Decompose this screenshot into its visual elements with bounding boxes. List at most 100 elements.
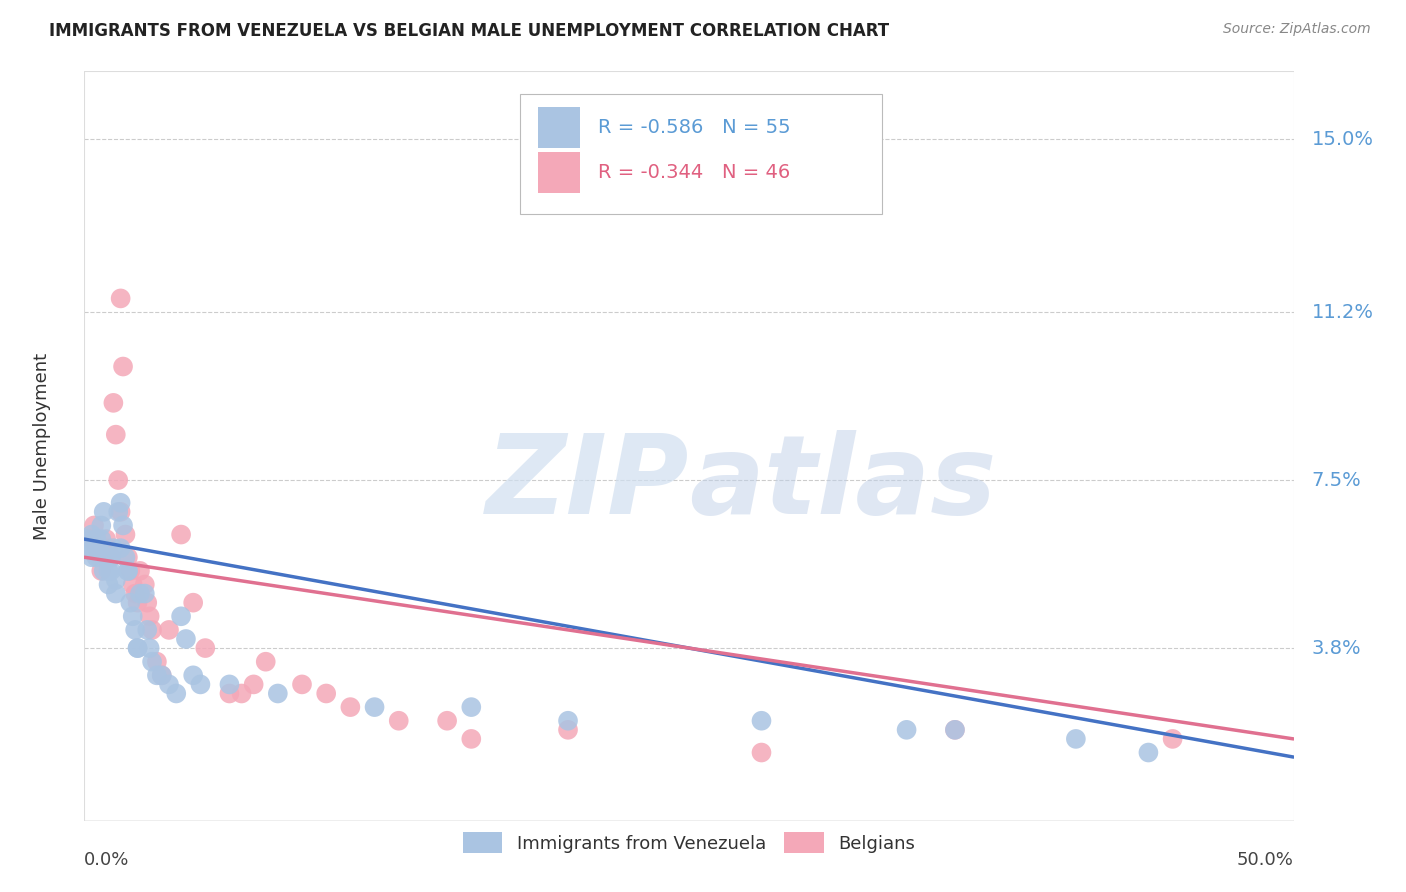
Point <box>100 550 122 565</box>
Point <box>218 677 240 691</box>
Point <box>80 532 103 546</box>
Point <box>146 668 169 682</box>
Text: 15.0%: 15.0% <box>1312 130 1374 149</box>
Point <box>104 586 127 600</box>
Point <box>218 686 240 700</box>
Point <box>97 577 120 591</box>
Point <box>129 564 152 578</box>
Point <box>110 541 132 556</box>
Point <box>97 564 120 578</box>
Point <box>267 686 290 700</box>
Point <box>460 700 482 714</box>
Point <box>127 596 149 610</box>
Point <box>146 655 169 669</box>
Text: IMMIGRANTS FROM VENEZUELA VS BELGIAN MALE UNEMPLOYMENT CORRELATION CHART: IMMIGRANTS FROM VENEZUELA VS BELGIAN MAL… <box>49 22 890 40</box>
Bar <box>538 152 581 193</box>
Point <box>110 292 132 306</box>
Point <box>138 609 160 624</box>
Point <box>117 564 139 578</box>
Point <box>83 541 105 556</box>
Text: R = -0.586   N = 55: R = -0.586 N = 55 <box>599 118 792 137</box>
Point <box>134 586 156 600</box>
Point <box>117 564 139 578</box>
Point <box>114 550 136 565</box>
Point <box>76 532 98 546</box>
Point <box>93 505 115 519</box>
Bar <box>538 107 581 148</box>
Point <box>460 731 482 746</box>
Text: 50.0%: 50.0% <box>1237 851 1294 869</box>
Point <box>363 700 385 714</box>
Point <box>127 641 149 656</box>
Point <box>150 668 173 682</box>
Point <box>117 550 139 565</box>
Point <box>110 496 132 510</box>
Point <box>315 686 337 700</box>
Point <box>138 641 160 656</box>
Legend: Immigrants from Venezuela, Belgians: Immigrants from Venezuela, Belgians <box>456 825 922 860</box>
Point <box>112 518 135 533</box>
Point <box>1064 731 1087 746</box>
Point <box>129 586 152 600</box>
Text: atlas: atlas <box>689 430 997 537</box>
Point <box>943 723 966 737</box>
Point <box>86 532 108 546</box>
Point <box>388 714 411 728</box>
Point <box>86 550 108 565</box>
Point <box>107 473 129 487</box>
Point <box>254 655 277 669</box>
Text: 7.5%: 7.5% <box>1312 471 1361 490</box>
Point <box>339 700 361 714</box>
Point <box>174 632 197 646</box>
Point <box>103 541 125 556</box>
Point <box>114 527 136 541</box>
Point <box>103 396 125 410</box>
Text: 11.2%: 11.2% <box>1312 302 1374 321</box>
Point <box>190 677 212 691</box>
Point <box>107 505 129 519</box>
Point <box>110 505 132 519</box>
Point <box>557 714 579 728</box>
Point <box>896 723 918 737</box>
Point <box>157 623 180 637</box>
Point <box>94 550 117 565</box>
Text: Male Unemployment: Male Unemployment <box>32 352 51 540</box>
Point <box>80 527 103 541</box>
Point <box>136 623 159 637</box>
Point <box>557 723 579 737</box>
Point <box>1161 731 1184 746</box>
Point <box>231 686 253 700</box>
Point <box>90 518 112 533</box>
Point <box>87 550 110 565</box>
Point <box>86 541 108 556</box>
Point <box>100 550 122 565</box>
Point <box>436 714 458 728</box>
Point <box>104 573 127 587</box>
Point <box>751 714 773 728</box>
Point <box>170 609 193 624</box>
FancyBboxPatch shape <box>520 94 883 214</box>
Point <box>94 532 117 546</box>
Point <box>93 550 115 565</box>
Point <box>121 577 143 591</box>
Point <box>90 564 112 578</box>
Point <box>141 655 163 669</box>
Point <box>1137 746 1160 760</box>
Point <box>141 623 163 637</box>
Point <box>93 564 115 578</box>
Point <box>127 641 149 656</box>
Point <box>170 527 193 541</box>
Point <box>100 564 122 578</box>
Text: R = -0.344   N = 46: R = -0.344 N = 46 <box>599 163 790 182</box>
Point <box>80 550 103 565</box>
Point <box>90 532 112 546</box>
Point <box>194 641 217 656</box>
Point <box>291 677 314 691</box>
Point <box>97 541 120 556</box>
Point <box>165 686 187 700</box>
Point <box>112 359 135 374</box>
Point <box>943 723 966 737</box>
Text: Source: ZipAtlas.com: Source: ZipAtlas.com <box>1223 22 1371 37</box>
Text: 3.8%: 3.8% <box>1312 639 1361 657</box>
Text: ZIP: ZIP <box>485 430 689 537</box>
